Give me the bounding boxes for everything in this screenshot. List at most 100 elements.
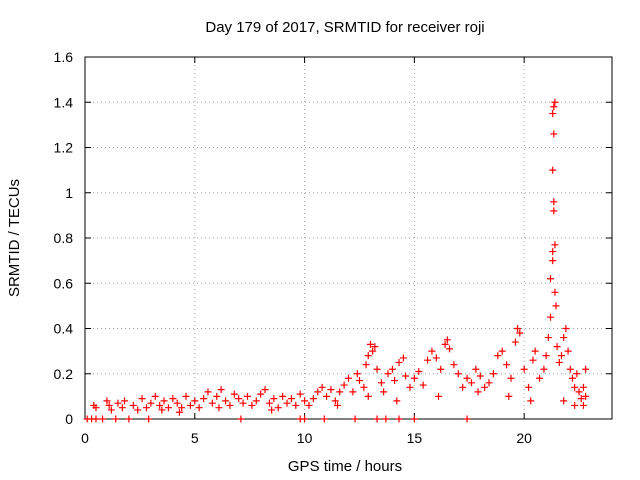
data-point bbox=[107, 406, 115, 414]
data-point bbox=[549, 257, 557, 265]
y-tick-label: 0 bbox=[65, 411, 73, 427]
data-point bbox=[200, 395, 208, 403]
y-tick-label: 1 bbox=[65, 185, 73, 201]
data-point bbox=[485, 379, 493, 387]
data-point bbox=[516, 329, 524, 337]
data-point bbox=[175, 408, 183, 416]
y-tick-label: 0.4 bbox=[54, 321, 74, 337]
data-point bbox=[432, 354, 440, 362]
data-point bbox=[514, 325, 522, 332]
data-point bbox=[257, 390, 265, 398]
x-tick-label: 20 bbox=[516, 430, 532, 446]
data-point bbox=[371, 343, 379, 351]
data-point bbox=[549, 166, 557, 174]
x-axis-title: GPS time / hours bbox=[288, 458, 402, 475]
data-point bbox=[551, 241, 559, 249]
data-point bbox=[529, 356, 537, 364]
data-point bbox=[551, 98, 559, 106]
data-point bbox=[283, 399, 291, 407]
data-point bbox=[402, 372, 410, 380]
data-point bbox=[384, 370, 392, 378]
data-point bbox=[547, 275, 555, 283]
data-point bbox=[314, 388, 322, 396]
data-point bbox=[169, 395, 177, 403]
data-point bbox=[301, 397, 309, 405]
data-point bbox=[191, 397, 199, 405]
data-point bbox=[230, 390, 238, 398]
data-point bbox=[366, 340, 374, 348]
data-point bbox=[340, 381, 348, 389]
data-point bbox=[145, 415, 153, 423]
data-point bbox=[393, 397, 401, 405]
data-point bbox=[173, 399, 181, 407]
data-point bbox=[443, 336, 451, 344]
data-point bbox=[226, 401, 234, 409]
data-point bbox=[345, 374, 352, 382]
data-point bbox=[550, 198, 558, 206]
data-point bbox=[373, 415, 381, 423]
data-point bbox=[217, 386, 225, 394]
data-point bbox=[142, 404, 150, 412]
data-point bbox=[550, 103, 558, 111]
data-point bbox=[158, 406, 166, 414]
data-point bbox=[274, 404, 282, 412]
data-point bbox=[222, 397, 230, 405]
data-point bbox=[555, 358, 563, 366]
data-point bbox=[450, 361, 458, 369]
data-point bbox=[213, 392, 221, 400]
data-point bbox=[156, 401, 164, 409]
data-point bbox=[305, 401, 313, 409]
grid-lines bbox=[85, 57, 612, 419]
data-point bbox=[415, 367, 423, 375]
data-point bbox=[391, 377, 399, 385]
data-point bbox=[441, 340, 449, 348]
data-point bbox=[573, 370, 581, 378]
data-point bbox=[489, 370, 497, 378]
data-point bbox=[301, 415, 309, 423]
y-tick-label: 0.8 bbox=[54, 230, 74, 246]
data-point bbox=[105, 401, 113, 409]
data-point bbox=[129, 401, 137, 409]
data-point bbox=[237, 415, 245, 423]
data-point bbox=[575, 388, 583, 396]
data-point bbox=[507, 374, 515, 382]
data-point bbox=[582, 392, 590, 400]
data-point bbox=[463, 374, 471, 382]
data-point bbox=[353, 370, 361, 378]
y-tick-label: 1.6 bbox=[54, 49, 74, 65]
data-point bbox=[369, 347, 377, 355]
data-point bbox=[239, 399, 247, 407]
data-point bbox=[377, 379, 385, 387]
data-point bbox=[557, 352, 565, 360]
data-point bbox=[178, 404, 186, 412]
data-point bbox=[564, 347, 572, 355]
data-point bbox=[355, 377, 363, 385]
data-point bbox=[336, 388, 344, 396]
data-point bbox=[498, 347, 506, 355]
data-point bbox=[547, 313, 555, 321]
data-point bbox=[125, 415, 133, 423]
data-point bbox=[208, 399, 216, 407]
data-point bbox=[243, 392, 251, 400]
data-point bbox=[481, 383, 489, 391]
data-point bbox=[520, 365, 528, 373]
x-tick-labels: 0 5 10 15 20 bbox=[81, 430, 532, 446]
data-point bbox=[296, 390, 304, 398]
data-point bbox=[265, 399, 273, 407]
data-point bbox=[114, 399, 122, 407]
data-point bbox=[503, 361, 511, 369]
data-point bbox=[195, 404, 203, 412]
data-points bbox=[83, 98, 590, 423]
data-point bbox=[549, 110, 557, 118]
data-point bbox=[560, 334, 568, 342]
data-point bbox=[373, 365, 381, 373]
data-point bbox=[309, 395, 317, 403]
data-point bbox=[476, 372, 484, 380]
data-point bbox=[562, 325, 570, 332]
data-point bbox=[320, 415, 328, 423]
data-point bbox=[435, 392, 443, 400]
data-point bbox=[292, 401, 300, 409]
data-point bbox=[147, 399, 155, 407]
data-point bbox=[103, 397, 111, 405]
data-point bbox=[351, 415, 359, 423]
